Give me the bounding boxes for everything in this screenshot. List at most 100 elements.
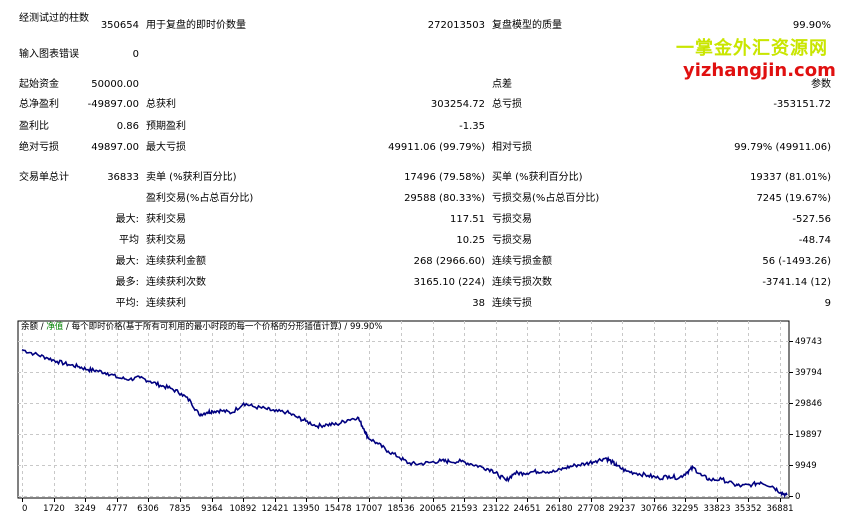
x-tick-label: 12421 [261, 504, 288, 514]
x-tick-label: 23122 [482, 504, 509, 514]
y-tick-label: 0 [795, 492, 800, 502]
short-positions-label: 卖单 (%获利百分比) [146, 172, 237, 183]
max-consecutive-losses-label: 连续亏损金额 [492, 256, 552, 267]
y-axis-ticks: 49743 39794 29846 19897 9949 0 [789, 337, 822, 502]
legend-separator-2: / [63, 322, 71, 332]
average-loss-trade-value: -48.74 [798, 235, 831, 246]
maximal-consecutive-loss-value: -3741.14 (12) [762, 277, 831, 288]
ticks-modelled-value: 272013503 [427, 20, 485, 31]
x-tick-label: 20065 [419, 504, 446, 514]
x-tick-label: 33823 [703, 504, 730, 514]
gross-loss-label: 总亏损 [492, 99, 522, 110]
spread-value: 参数 [811, 79, 831, 90]
x-tick-label: 18536 [387, 504, 414, 514]
average-profit-trade-label: 获利交易 [146, 235, 186, 246]
short-positions-value: 17496 (79.58%) [404, 172, 485, 183]
legend-tick-text: 每个即时价格(基于所有可利用的最小时段的每一个价格的分形插值计算) [72, 321, 342, 332]
gross-profit-value: 303254.72 [430, 99, 485, 110]
x-tick-label: 10892 [229, 504, 256, 514]
x-tick-label: 15478 [324, 504, 351, 514]
maximal-consecutive-profit-value: 3165.10 (224) [413, 277, 485, 288]
y-tick-label: 49743 [795, 337, 822, 347]
long-positions-value: 19337 (81.01%) [750, 172, 831, 183]
max-consecutive-wins-value: 268 (2966.60) [413, 256, 485, 267]
legend: 余额 / 净值 / 每个即时价格(基于所有可利用的最小时段的每一个价格的分形插值… [21, 321, 382, 332]
loss-trades-value: 7245 (19.67%) [756, 193, 831, 204]
maximal-drawdown-value: 49911.06 (99.79%) [388, 142, 485, 153]
long-positions-label: 买单 (%获利百分比) [492, 172, 583, 183]
x-tick-label: 4777 [106, 504, 128, 514]
average-consecutive-wins-value: 38 [472, 298, 485, 309]
modelling-quality-value: 99.90% [792, 20, 831, 31]
expected-payoff-label: 预期盈利 [146, 121, 186, 132]
gross-loss-value: -353151.72 [773, 99, 831, 110]
y-tick-label: 9949 [795, 461, 817, 471]
watermark-title: 一掌金外汇资源网 [676, 38, 828, 59]
profit-factor-value: 0.86 [116, 121, 139, 132]
x-tick-label: 35352 [734, 504, 761, 514]
x-tick-label: 30766 [640, 504, 667, 514]
x-tick-label: 3249 [74, 504, 96, 514]
y-tick-label: 39794 [795, 368, 822, 378]
average-loss-trade-label: 亏损交易 [492, 235, 532, 246]
total-trades-value: 36833 [107, 172, 139, 183]
largest-loss-trade-label: 亏损交易 [492, 214, 532, 225]
largest-label: 最大: [115, 214, 139, 225]
chart-grid [18, 321, 789, 498]
x-tick-label: 6306 [137, 504, 159, 514]
ticks-modelled-label: 用于复盘的即时价数量 [146, 20, 246, 31]
profit-trades-label: 盈利交易(%占总百分比) [146, 193, 254, 204]
maximal-consecutive-label: 最多: [115, 277, 139, 288]
absolute-drawdown-value: 49897.00 [91, 142, 139, 153]
balance-series-line [21, 348, 788, 499]
plot-frame [17, 320, 790, 499]
x-tick-label: 21593 [450, 504, 477, 514]
max-consecutive-wins-label: 连续获利金额 [146, 256, 206, 267]
average-consecutive-wins-label: 连续获利 [146, 298, 186, 309]
x-axis-ticks: 0 1720 3249 4777 6306 7835 9364 10892 12421 13950… [22, 498, 794, 514]
spread-label: 点差 [492, 79, 512, 90]
x-tick-label: 24651 [513, 504, 540, 514]
profit-trades-value: 29588 (80.33%) [404, 193, 485, 204]
largest-profit-trade-label: 获利交易 [146, 214, 186, 225]
chart-errors-value: 0 [132, 49, 139, 60]
absolute-drawdown-label: 绝对亏损 [19, 142, 59, 153]
legend-quality: 99.90% [350, 322, 382, 332]
y-tick-label: 29846 [795, 399, 822, 409]
x-tick-label: 17007 [355, 504, 382, 514]
net-profit-value: -49897.00 [87, 99, 139, 110]
total-trades-label: 交易单总计 [19, 172, 69, 183]
legend-balance: 余额 [21, 321, 39, 332]
profit-factor-label: 盈利比 [19, 121, 49, 132]
maximal-drawdown-label: 最大亏损 [146, 142, 186, 153]
balance-chart-svg: 49743 39794 29846 19897 9949 0 0 1720 3249 4777 6… [17, 320, 822, 514]
initial-deposit-value: 50000.00 [91, 79, 139, 90]
gross-profit-label: 总获利 [146, 99, 176, 110]
x-tick-label: 7835 [169, 504, 191, 514]
maximal-consecutive-profit-label: 连续获利次数 [146, 277, 206, 288]
max-consecutive-label: 最大: [115, 256, 139, 267]
modelling-quality-label: 复盘模型的质量 [492, 20, 562, 31]
average-label: 平均 [119, 235, 139, 246]
largest-loss-trade-value: -527.56 [792, 214, 831, 225]
bars-tested-value: 350654 [100, 20, 139, 31]
x-tick-label: 36881 [766, 504, 793, 514]
maximal-consecutive-loss-label: 连续亏损次数 [492, 277, 552, 288]
average-consecutive-losses-value: 9 [824, 298, 831, 309]
x-tick-label: 27708 [577, 504, 604, 514]
relative-drawdown-value: 99.79% (49911.06) [734, 142, 831, 153]
watermark-url: yizhangjin.com [683, 60, 836, 81]
x-tick-label: 9364 [201, 504, 223, 514]
loss-trades-label: 亏损交易(%占总百分比) [492, 193, 600, 204]
average-consecutive-label: 平均: [115, 298, 139, 309]
x-tick-label: 13950 [292, 504, 319, 514]
x-tick-label: 32295 [671, 504, 698, 514]
x-tick-label: 29237 [608, 504, 635, 514]
relative-drawdown-label: 相对亏损 [492, 142, 532, 153]
initial-deposit-label: 起始资金 [19, 79, 59, 90]
largest-profit-trade-value: 117.51 [450, 214, 485, 225]
average-profit-trade-value: 10.25 [456, 235, 485, 246]
net-profit-label: 总净盈利 [19, 99, 59, 110]
average-consecutive-losses-label: 连续亏损 [492, 298, 532, 309]
x-tick-label: 0 [22, 504, 27, 514]
